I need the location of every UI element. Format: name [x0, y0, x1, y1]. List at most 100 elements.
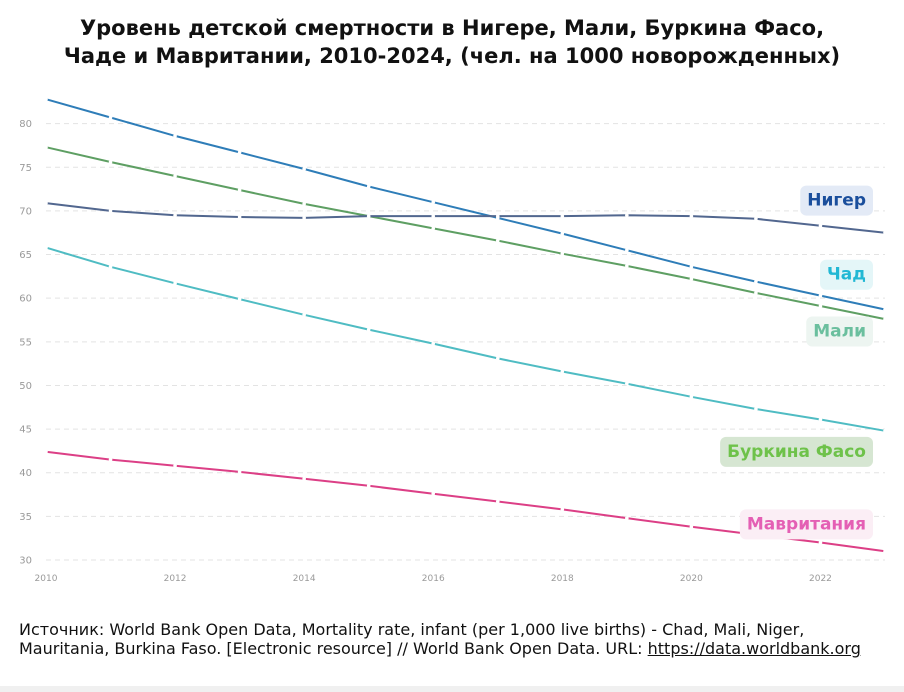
chart-title-line-1: Уровень детской смертности в Нигере, Мал…: [79, 16, 825, 40]
series-label-text: Чад: [827, 265, 866, 285]
series-line: [45, 146, 886, 321]
data-point: [237, 470, 242, 474]
x-tick-label: 2020: [680, 574, 703, 584]
x-tick-label: 2018: [551, 574, 574, 584]
series-0: [44, 97, 887, 312]
series-label-text: Нигер: [807, 191, 866, 211]
data-point: [173, 174, 177, 178]
x-axis-ticks: 2010 2012 2014 2016 2018 2020 2022: [35, 574, 832, 584]
data-point: [818, 540, 823, 545]
data-point: [173, 463, 177, 468]
data-point: [495, 499, 500, 504]
series-line: [45, 246, 886, 432]
data-point: [173, 213, 177, 218]
data-point: [754, 407, 758, 411]
series-label-badge: [720, 436, 873, 467]
source-link[interactable]: https://data.worldbank.org: [647, 639, 861, 658]
series-label-text: Мали: [813, 321, 866, 341]
data-point: [108, 209, 113, 213]
data-point: [44, 145, 48, 149]
data-point: [431, 214, 436, 218]
series-line: [45, 98, 886, 311]
x-tick-label: 2016: [422, 574, 445, 584]
data-point: [108, 115, 113, 120]
data-point: [625, 516, 629, 520]
series-3: [44, 201, 887, 235]
bottom-strip: [0, 686, 904, 692]
data-point: [366, 184, 371, 189]
series-label-badge: [820, 259, 873, 290]
y-tick-label: 50: [19, 381, 32, 392]
data-point: [44, 97, 48, 101]
series-2: [44, 145, 887, 321]
x-tick-label: 2010: [35, 574, 58, 584]
data-point: [625, 381, 629, 386]
series-label-badge: [800, 185, 873, 216]
data-point: [689, 525, 694, 529]
y-tick-label: 30: [19, 556, 32, 567]
y-tick-label: 40: [19, 468, 32, 479]
data-point: [44, 245, 48, 250]
data-point: [560, 231, 565, 236]
data-point: [237, 297, 242, 301]
data-point: [560, 214, 565, 218]
y-tick-label: 55: [19, 337, 32, 348]
y-axis-ticks: 30 35 40 45 50 55 60 65 70 75 80: [19, 119, 32, 566]
data-point: [44, 449, 48, 454]
series-label-badge: [739, 509, 873, 540]
data-point: [818, 417, 823, 422]
data-point: [754, 279, 758, 284]
data-point: [883, 429, 887, 433]
y-tick-label: 35: [19, 512, 32, 523]
data-point: [431, 341, 436, 346]
data-point: [883, 549, 887, 554]
series-lines: [44, 97, 887, 554]
data-point: [625, 264, 629, 268]
data-point: [366, 214, 371, 218]
data-point: [754, 291, 758, 295]
y-tick-label: 80: [19, 119, 32, 130]
series-label-4: Мавритания: [739, 509, 873, 540]
data-point: [689, 395, 694, 399]
series-label-text: Мавритания: [747, 514, 866, 534]
data-point: [689, 277, 694, 281]
data-point: [108, 264, 113, 269]
grid-lines: [46, 123, 885, 561]
data-point: [689, 214, 694, 218]
data-point: [431, 200, 436, 204]
data-point: [302, 477, 306, 481]
series-1: [44, 245, 887, 433]
data-point: [818, 293, 823, 298]
data-point: [237, 188, 242, 192]
x-tick-label: 2012: [164, 574, 187, 584]
source-text: Источник: World Bank Open Data, Mortalit…: [19, 620, 805, 658]
chart-title-line-2: Чаде и Мавритании, 2010-2024, (чел. на 1…: [63, 44, 841, 68]
chart-title: Уровень детской смертности в Нигере, Мал…: [0, 14, 904, 70]
data-point: [625, 248, 629, 252]
data-point: [689, 264, 694, 269]
data-point: [431, 491, 436, 496]
series-label-2: Мали: [806, 316, 873, 347]
data-point: [302, 312, 306, 317]
y-tick-label: 75: [19, 163, 32, 174]
series-label-3: Буркина Фасо: [720, 436, 873, 467]
data-point: [366, 484, 371, 488]
data-point: [302, 216, 306, 220]
data-point: [625, 213, 629, 218]
data-point: [883, 317, 887, 321]
data-point: [302, 202, 306, 206]
series-label-1: Чад: [820, 259, 873, 290]
data-point: [818, 223, 823, 228]
data-point: [173, 134, 177, 138]
data-point: [237, 150, 242, 155]
data-point: [883, 307, 887, 312]
source-note: Источник: World Bank Open Data, Mortalit…: [19, 620, 889, 658]
x-tick-label: 2014: [293, 574, 316, 584]
data-point: [560, 251, 565, 256]
data-point: [495, 356, 500, 361]
data-point: [108, 457, 113, 462]
x-tick-label: 2022: [809, 574, 832, 584]
data-point: [366, 327, 371, 332]
series-label-0: Нигер: [800, 185, 873, 216]
y-tick-label: 60: [19, 294, 32, 305]
